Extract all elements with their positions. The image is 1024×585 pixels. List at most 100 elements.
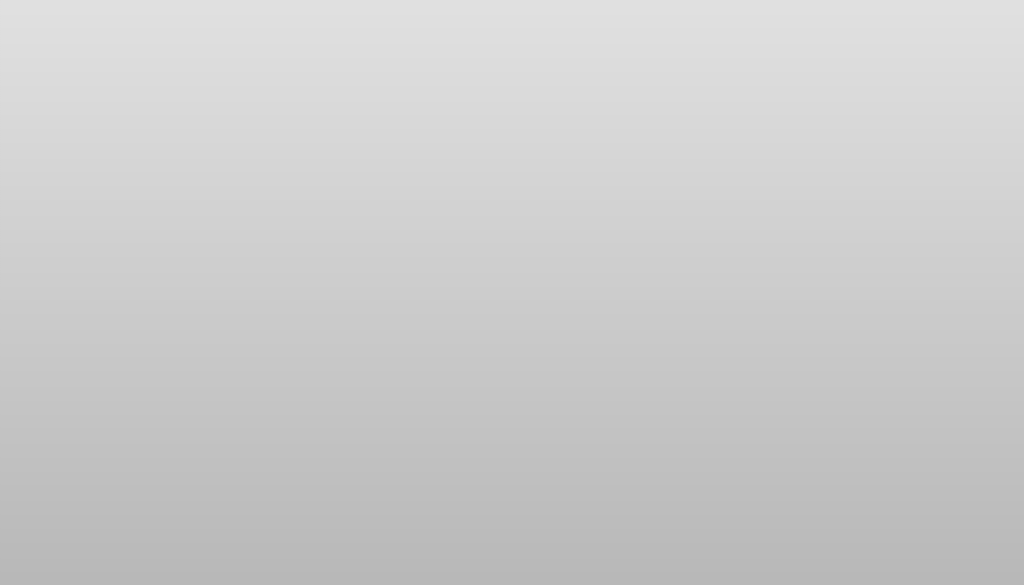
Bar: [88, 144, 1008, 149]
Bar: [0, 555, 1024, 558]
Bar: [88, 181, 1008, 185]
Bar: [0, 190, 1024, 192]
Bar: [0, 292, 1024, 295]
Bar: [0, 245, 1024, 247]
Bar: [0, 452, 1024, 455]
Bar: [0, 235, 1024, 238]
Bar: [88, 81, 1008, 86]
Bar: [0, 544, 1024, 546]
Bar: [0, 222, 1024, 224]
Bar: [0, 489, 1024, 491]
Bar: [0, 482, 1024, 484]
Bar: [0, 331, 1024, 333]
Bar: [88, 482, 1008, 487]
Bar: [0, 576, 1024, 578]
Bar: [88, 428, 1008, 433]
Bar: [0, 260, 1024, 263]
Bar: [0, 208, 1024, 210]
Bar: [0, 377, 1024, 379]
Bar: [88, 333, 1008, 338]
Bar: [88, 487, 1008, 491]
Bar: [88, 86, 1008, 91]
Bar: [0, 432, 1024, 434]
Bar: [0, 219, 1024, 222]
Bar: [88, 393, 1008, 397]
Bar: [0, 201, 1024, 204]
Bar: [0, 183, 1024, 185]
Bar: [88, 257, 1008, 261]
Bar: [0, 400, 1024, 402]
Bar: [88, 280, 1008, 284]
Bar: [88, 424, 1008, 428]
Bar: [0, 318, 1024, 320]
Bar: [0, 178, 1024, 181]
Bar: [0, 345, 1024, 347]
Bar: [0, 171, 1024, 174]
Bar: [0, 7, 1024, 9]
Bar: [88, 352, 1008, 356]
Bar: [0, 96, 1024, 98]
Bar: [88, 325, 1008, 329]
Bar: [88, 284, 1008, 288]
Bar: [0, 443, 1024, 446]
Bar: [0, 425, 1024, 427]
Bar: [88, 438, 1008, 442]
Bar: [0, 549, 1024, 550]
Bar: [0, 402, 1024, 404]
Bar: [0, 288, 1024, 290]
Bar: [88, 198, 1008, 203]
Bar: [0, 137, 1024, 139]
Bar: [0, 391, 1024, 393]
Bar: [0, 105, 1024, 108]
Bar: [88, 77, 1008, 81]
Bar: [0, 304, 1024, 306]
Bar: [0, 457, 1024, 459]
Bar: [88, 415, 1008, 419]
Bar: [88, 131, 1008, 136]
Bar: [0, 521, 1024, 524]
Bar: [88, 383, 1008, 388]
Bar: [0, 381, 1024, 384]
Bar: [88, 455, 1008, 460]
Bar: [0, 48, 1024, 50]
Bar: [0, 116, 1024, 119]
Bar: [88, 113, 1008, 118]
Bar: [0, 128, 1024, 130]
X-axis label: EMN TOR'OS. Z&ASSE AL DEXTS: EMN TOR'OS. Z&ASSE AL DEXTS: [435, 555, 660, 569]
Bar: [0, 379, 1024, 381]
Bar: [0, 368, 1024, 370]
Bar: [0, 151, 1024, 153]
Bar: [0, 375, 1024, 377]
Bar: [88, 329, 1008, 333]
Bar: [88, 491, 1008, 496]
Bar: [0, 149, 1024, 151]
Bar: [0, 404, 1024, 407]
Bar: [0, 238, 1024, 240]
Bar: [88, 505, 1008, 510]
Bar: [0, 336, 1024, 338]
Bar: [0, 224, 1024, 226]
Bar: [0, 340, 1024, 343]
Bar: [0, 167, 1024, 169]
Bar: [0, 112, 1024, 114]
Bar: [0, 144, 1024, 146]
Bar: [88, 95, 1008, 99]
Bar: [0, 215, 1024, 217]
Bar: [0, 300, 1024, 302]
Bar: [0, 535, 1024, 537]
Bar: [88, 149, 1008, 153]
Bar: [0, 217, 1024, 219]
Bar: [0, 133, 1024, 135]
Bar: [88, 104, 1008, 108]
Bar: [0, 295, 1024, 297]
Bar: [0, 354, 1024, 356]
Bar: [88, 451, 1008, 455]
Bar: [0, 272, 1024, 274]
Bar: [88, 307, 1008, 311]
Bar: [0, 361, 1024, 363]
Bar: [0, 466, 1024, 469]
Bar: [0, 5, 1024, 7]
Bar: [88, 446, 1008, 451]
Bar: [0, 578, 1024, 580]
Bar: [0, 562, 1024, 565]
